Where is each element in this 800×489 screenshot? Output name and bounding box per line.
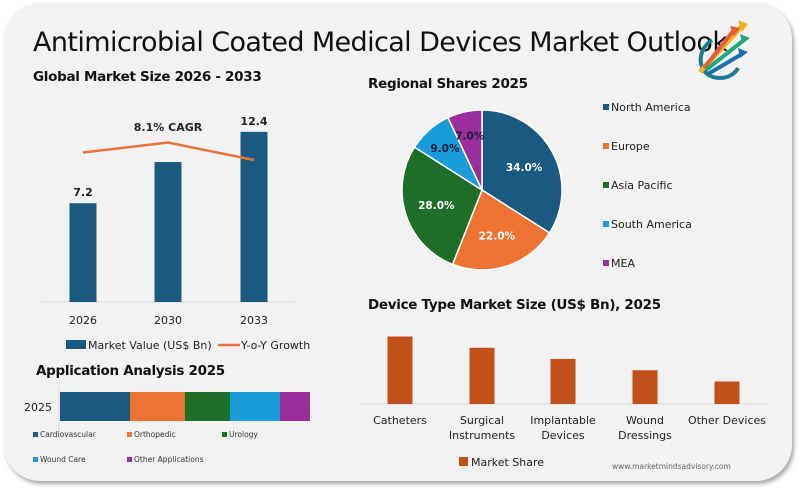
device-chart-title: Device Type Market Size (US$ Bn), 2025 <box>368 297 661 313</box>
app-legend-swatch <box>33 432 38 437</box>
device-bar <box>550 359 576 404</box>
app-category-label: 2025 <box>24 401 52 414</box>
regional-chart-title: Regional Shares 2025 <box>368 76 528 92</box>
app-legend-swatch <box>127 432 132 437</box>
page-title: Antimicrobial Coated Medical Devices Mar… <box>33 27 728 58</box>
device-tick-label: Dressings <box>618 429 672 442</box>
year-tick-label: 2033 <box>240 314 268 327</box>
app-legend-swatch <box>222 432 227 437</box>
pie-slice-asia-pacific <box>401 146 483 266</box>
growth-arrows-logo-icon <box>698 20 750 81</box>
device-bar <box>714 381 740 404</box>
pie-slice-europe <box>451 188 551 271</box>
market-value-bar <box>240 131 268 302</box>
app-segment-wound-care <box>230 392 280 421</box>
source-url: www.marketmindsadvisory.com <box>612 462 731 471</box>
market-value-bar <box>69 203 97 302</box>
application-chart-title: Application Analysis 2025 <box>36 363 225 379</box>
pie-legend-swatch <box>603 182 609 188</box>
global-market-chart: 7.2 12.4 8.1% CAGR 2026 2030 2033 Market Va… <box>41 115 310 352</box>
app-legend-label: Urology <box>229 430 258 439</box>
pie-legend-label: Europe <box>611 140 650 153</box>
year-tick-label: 2026 <box>69 314 97 327</box>
yoy-growth-line <box>82 141 255 162</box>
legend-label-market-share: Market Share <box>471 456 544 469</box>
device-tick-label: Surgical <box>460 414 504 427</box>
device-bar <box>632 370 658 404</box>
pie-data-label: 34.0% <box>506 162 543 174</box>
pie-legend-swatch <box>603 143 609 149</box>
pie-data-label: 28.0% <box>418 200 455 212</box>
global-chart-title: Global Market Size 2026 - 2033 <box>33 69 262 85</box>
market-value-label: 7.2 <box>73 186 93 199</box>
legend-swatch-market-share <box>459 457 468 466</box>
app-legend-label: Other Applications <box>134 455 204 464</box>
app-segment-cardiovascular <box>60 392 130 421</box>
pie-slice-mea <box>446 109 483 191</box>
application-stacked-bar: 2025 Cardiovascular Orthopedic Urology Woun… <box>24 386 310 464</box>
device-type-chart: Catheters Surgical Instruments Implantable D… <box>360 336 768 471</box>
app-legend-swatch <box>127 457 132 462</box>
pie-legend-swatch <box>603 260 609 266</box>
market-value-bar <box>154 162 182 302</box>
pie-data-label: 22.0% <box>479 231 516 243</box>
device-tick-label: Wound <box>626 414 664 427</box>
device-bar <box>469 347 495 404</box>
device-bar <box>387 336 413 404</box>
app-legend-label: Wound Care <box>40 455 86 464</box>
app-segment-other-applications <box>280 392 310 421</box>
app-segment-urology <box>185 392 230 421</box>
pie-legend-swatch <box>603 104 609 110</box>
app-segment-orthopedic <box>130 392 185 421</box>
legend-label-growth: Y-o-Y Growth <box>240 339 310 352</box>
pie-legend-label: Asia Pacific <box>611 179 673 192</box>
pie-data-label: 7.0% <box>455 130 485 142</box>
device-tick-label: Devices <box>541 429 585 442</box>
regional-pie-chart: 34.0% 22.0% 28.0% 9.0%7.0% North America Eur… <box>401 101 692 271</box>
app-legend-label: Cardiovascular <box>40 430 97 439</box>
app-legend-label: Orthopedic <box>134 430 176 439</box>
device-tick-label: Catheters <box>373 414 427 427</box>
legend-label-market-value: Market Value (US$ Bn) <box>88 339 212 352</box>
pie-legend-label: North America <box>611 101 691 114</box>
pie-legend-label: MEA <box>611 257 635 270</box>
pie-data-label: 9.0% <box>430 143 460 155</box>
device-tick-label: Implantable <box>530 414 596 427</box>
device-tick-label: Other Devices <box>688 414 766 427</box>
cagr-annotation: 8.1% CAGR <box>134 121 203 134</box>
pie-legend-label: South America <box>611 218 692 231</box>
pie-legend-swatch <box>603 221 609 227</box>
market-value-label: 12.4 <box>240 115 267 128</box>
device-tick-label: Instruments <box>449 429 516 442</box>
legend-swatch-market-value <box>66 340 86 349</box>
year-tick-label: 2030 <box>154 314 182 327</box>
app-legend-swatch <box>33 457 38 462</box>
